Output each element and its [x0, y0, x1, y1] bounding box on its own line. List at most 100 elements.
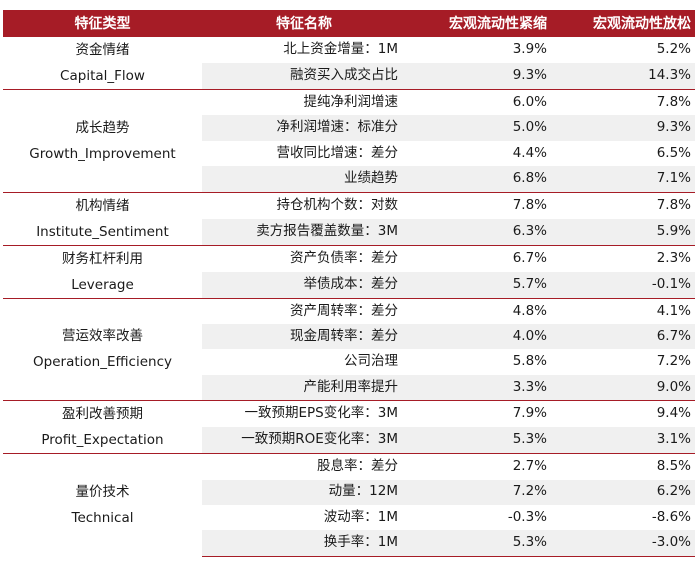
loose-value: 5.2%	[551, 36, 695, 63]
loose-value: 4.1%	[551, 297, 695, 324]
header-row: 特征类型 特征名称 宏观流动性紧缩 宏观流动性放松	[3, 10, 695, 37]
loose-value: 9.0%	[551, 374, 695, 401]
tight-value: 6.8%	[406, 166, 551, 193]
table-row: 成长趋势 Growth_Improvement 提纯净利润增速 6.0% 7.8%	[3, 89, 695, 193]
feature-name: 卖方报告覆盖数量：3M	[202, 218, 406, 246]
feature-name: 一致预期ROE变化率：3M	[202, 427, 406, 454]
feature-name: 资产负债率：差分	[202, 244, 406, 272]
tight-value: 5.0%	[406, 115, 551, 141]
table-row: 量价技术 Technical 股息率：差分 2.7% 8.5%	[3, 453, 695, 557]
tight-value: 5.7%	[406, 271, 551, 299]
category-zh: 营运效率改善	[62, 328, 143, 345]
category-cell: 量价技术 Technical	[3, 453, 202, 557]
tight-value: 3.9%	[406, 36, 551, 63]
table-row: 机构情绪 Institute_Sentiment 持仓机构个数：对数 7.8% 7.8%	[3, 191, 695, 246]
table-header: 特征类型 特征名称 宏观流动性紧缩 宏观流动性放松	[3, 10, 695, 37]
tight-value: 7.8%	[406, 191, 551, 219]
category-cell: 营运效率改善 Operation_Efficiency	[3, 297, 202, 401]
loose-value: 9.4%	[551, 400, 695, 428]
table-row: 融资买入成交占比 9.3% 14.3%	[3, 63, 695, 90]
loose-value: 9.3%	[551, 115, 695, 141]
feature-name: 业绩趋势	[202, 166, 406, 193]
loose-value: 14.3%	[551, 63, 695, 90]
table-row: 业绩趋势 6.8% 7.1%	[3, 166, 695, 193]
feature-name: 持仓机构个数：对数	[202, 191, 406, 219]
feature-name: 产能利用率提升	[202, 374, 406, 401]
category-en: Profit_Expectation	[41, 432, 164, 449]
table-row: 营收同比增速：差分 4.4% 6.5%	[3, 141, 695, 166]
category-en: Technical	[71, 510, 134, 527]
feature-table: 特征类型 特征名称 宏观流动性紧缩 宏观流动性放松 资金情绪 Capital_Fl…	[3, 10, 695, 557]
feature-name: 提纯净利润增速	[202, 89, 406, 116]
tight-value: 2.7%	[406, 453, 551, 480]
category-zh: 成长趋势	[75, 119, 130, 136]
feature-name: 资产周转率：差分	[202, 297, 406, 324]
feature-name: 换手率：1M	[202, 530, 406, 557]
table-body: 资金情绪 Capital_Flow 北上资金增量：1M 3.9% 5.2% 融资买入成交占…	[3, 36, 695, 557]
tight-value: 6.7%	[406, 244, 551, 272]
tight-value: 5.3%	[406, 530, 551, 557]
tight-value: 4.4%	[512, 144, 547, 161]
tight-value: 7.9%	[406, 400, 551, 428]
table-row: 资金情绪 Capital_Flow 北上资金增量：1M 3.9% 5.2%	[3, 36, 695, 90]
tight-value: 4.0%	[406, 323, 551, 350]
table-row: 现金周转率：差分 4.0% 6.7%	[3, 323, 695, 350]
feature-name: 公司治理	[344, 353, 398, 370]
category-en: Growth_Improvement	[29, 145, 176, 162]
feature-name: 北上资金增量：1M	[202, 36, 406, 63]
loose-value: -0.1%	[551, 271, 695, 299]
category-en: Leverage	[71, 276, 134, 293]
header-loose-liquidity: 宏观流动性放松	[551, 10, 695, 37]
loose-value: 3.1%	[551, 427, 695, 454]
feature-name: 融资买入成交占比	[202, 63, 406, 90]
table-row: 卖方报告覆盖数量：3M 6.3% 5.9%	[3, 218, 695, 246]
loose-value: 7.8%	[551, 89, 695, 116]
table-row: 换手率：1M 5.3% -3.0%	[3, 530, 695, 557]
tight-value: 5.8%	[512, 353, 547, 370]
category-zh: 盈利改善预期	[62, 406, 143, 423]
table-row: 财务杠杆利用 Leverage 资产负债率：差分 6.7% 2.3%	[3, 244, 695, 299]
feature-name: 举债成本：差分	[202, 271, 406, 299]
category-en: Capital_Flow	[60, 68, 145, 84]
tight-value: 6.0%	[406, 89, 551, 116]
table-row: 公司治理 5.8% 7.2%	[3, 349, 695, 374]
tight-value: 9.3%	[406, 63, 551, 90]
table-row: 一致预期ROE变化率：3M 5.3% 3.1%	[3, 427, 695, 454]
category-cell: 机构情绪 Institute_Sentiment	[3, 191, 202, 246]
category-zh: 资金情绪	[75, 42, 130, 58]
category-cell: 资金情绪 Capital_Flow	[3, 36, 202, 90]
category-cell: 盈利改善预期 Profit_Expectation	[3, 400, 202, 454]
loose-value: 6.7%	[551, 323, 695, 350]
category-zh: 财务杠杆利用	[62, 250, 143, 267]
loose-value: -3.0%	[551, 530, 695, 557]
feature-name: 股息率：差分	[202, 453, 406, 480]
category-zh: 机构情绪	[75, 197, 130, 214]
tight-value: 5.3%	[406, 427, 551, 454]
feature-name: 净利润增速：标准分	[202, 115, 406, 141]
loose-value: -8.6%	[651, 508, 691, 525]
table-row: 波动率：1M -0.3% -8.6%	[3, 505, 695, 530]
feature-name: 营收同比增速：差分	[276, 144, 399, 161]
category-en: Operation_Efficiency	[33, 354, 172, 371]
table-row: 盈利改善预期 Profit_Expectation 一致预期EPS变化率：3M 7.9…	[3, 400, 695, 454]
tight-value: 7.2%	[406, 479, 551, 505]
table-row: 净利润增速：标准分 5.0% 9.3%	[3, 115, 695, 141]
feature-name: 波动率：1M	[323, 508, 398, 525]
table-row: 举债成本：差分 5.7% -0.1%	[3, 271, 695, 299]
table-row: 营运效率改善 Operation_Efficiency 资产周转率：差分 4.8% 4.…	[3, 297, 695, 401]
loose-value: 2.3%	[551, 244, 695, 272]
header-tight-liquidity: 宏观流动性紧缩	[406, 10, 551, 37]
loose-value: 8.5%	[551, 453, 695, 480]
loose-value: 6.2%	[551, 479, 695, 505]
feature-name: 动量：12M	[202, 479, 406, 505]
tight-value: -0.3%	[507, 508, 547, 525]
header-feature-name: 特征名称	[202, 10, 406, 37]
loose-value: 7.2%	[656, 353, 691, 370]
category-en: Institute_Sentiment	[36, 223, 169, 240]
loose-value: 6.5%	[656, 144, 691, 161]
tight-value: 6.3%	[406, 218, 551, 246]
tight-value: 4.8%	[406, 297, 551, 324]
table-row: 动量：12M 7.2% 6.2%	[3, 479, 695, 505]
loose-value: 7.8%	[551, 191, 695, 219]
loose-value: 7.1%	[551, 166, 695, 193]
